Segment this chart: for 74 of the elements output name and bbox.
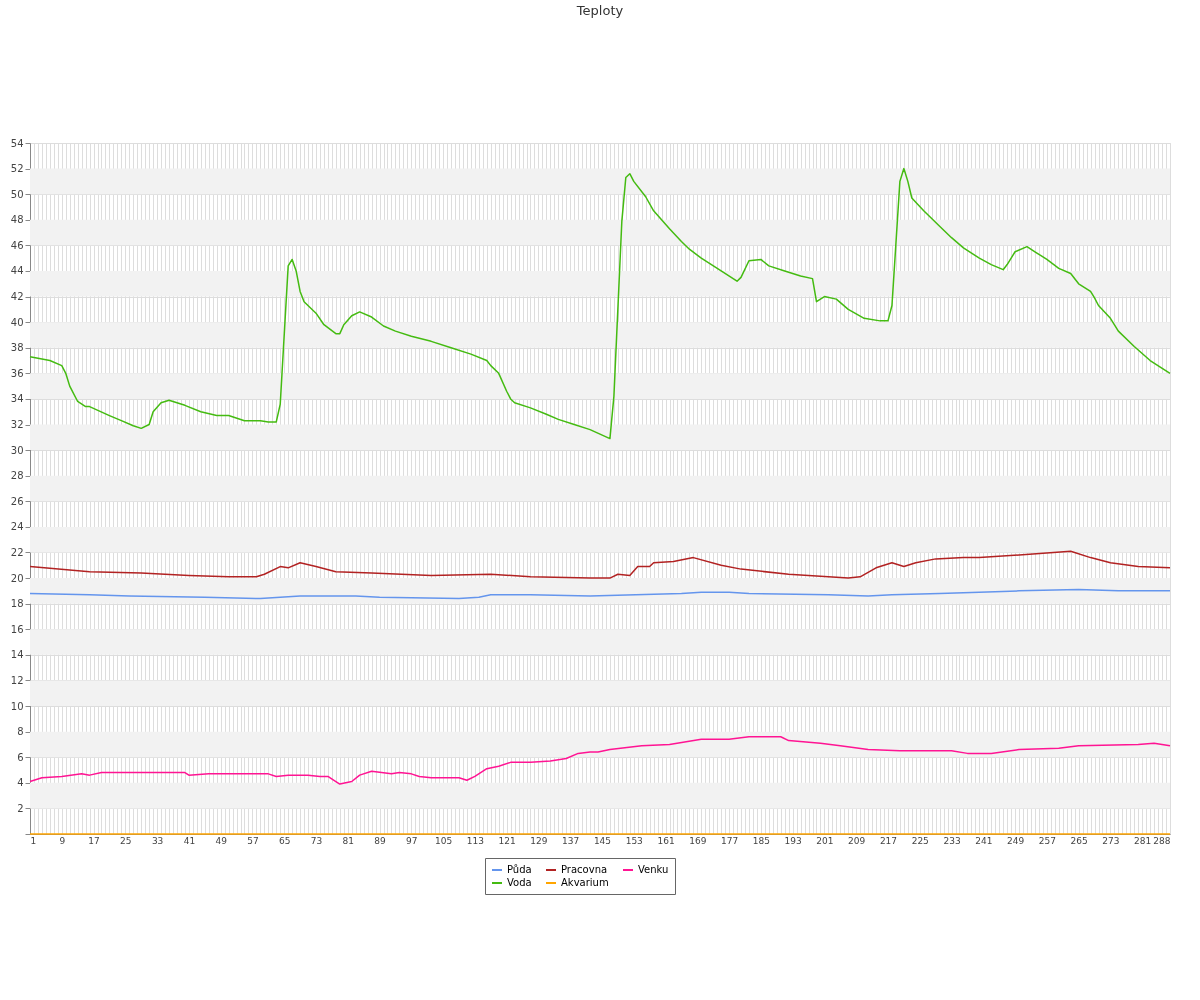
y-tick-label: 10 <box>10 700 24 712</box>
y-tick-label: 16 <box>10 623 24 635</box>
x-tick-label: 137 <box>562 835 580 846</box>
x-tick-label: 1 <box>30 835 37 846</box>
chart-title: Teploty <box>575 3 624 18</box>
y-tick-label: 32 <box>10 419 24 431</box>
y-tick-label: 8 <box>17 726 24 738</box>
x-tick-label: 129 <box>530 835 548 846</box>
x-tick-label: 73 <box>310 835 323 846</box>
x-tick-label: 145 <box>593 835 612 846</box>
x-tick-label: 193 <box>784 835 802 846</box>
y-tick-label: 14 <box>10 649 24 661</box>
y-tick-label: 22 <box>10 546 24 558</box>
y-tick-label: 12 <box>10 674 24 686</box>
x-tick-label: 225 <box>911 835 929 846</box>
x-tick-label: 89 <box>374 835 387 846</box>
x-tick-label: 33 <box>151 835 164 846</box>
x-tick-label: 273 <box>1102 835 1120 846</box>
legend-label: Půda <box>507 864 532 875</box>
x-tick-label: 288 <box>1153 835 1171 846</box>
legend-label: Voda <box>507 877 532 888</box>
y-tick-label: 18 <box>10 598 24 610</box>
legend-label: Venku <box>638 864 669 875</box>
y-tick-label: 54 <box>10 137 24 149</box>
x-tick-label: 153 <box>625 835 643 846</box>
x-tick-label: 121 <box>498 835 516 846</box>
x-tick-label: 49 <box>215 835 228 846</box>
line-series <box>29 736 1171 785</box>
x-tick-label: 81 <box>342 835 354 846</box>
x-tick-label: 17 <box>88 835 100 846</box>
x-tick-label: 105 <box>435 835 453 846</box>
y-tick-label: 30 <box>10 444 24 456</box>
y-tick-label: 34 <box>10 393 24 405</box>
x-tick-label: 57 <box>247 835 259 846</box>
y-tick-label: 46 <box>10 239 24 251</box>
y-tick-label: 40 <box>10 316 24 328</box>
x-tick-label: 113 <box>466 835 484 846</box>
x-tick-label: 281 <box>1134 835 1152 846</box>
x-tick-label: 241 <box>975 835 993 846</box>
x-tick-label: 257 <box>1038 835 1056 846</box>
y-tick-label: 50 <box>10 188 24 200</box>
y-tick-label: 42 <box>10 291 24 303</box>
x-tick-label: 161 <box>657 835 675 846</box>
x-tick-label: 9 <box>59 835 66 846</box>
y-tick-label: 4 <box>17 777 24 789</box>
x-tick-label: 65 <box>278 835 291 846</box>
y-tick-label: 28 <box>10 470 24 482</box>
x-tick-label: 217 <box>879 835 898 846</box>
y-tick-label: 52 <box>10 163 24 175</box>
x-tick-label: 25 <box>120 835 132 846</box>
line-series <box>29 167 1171 440</box>
y-tick-label: 36 <box>10 367 24 379</box>
x-tick-label: 233 <box>943 835 961 846</box>
legend-label: Pracovna <box>561 864 608 875</box>
x-tick-label: 177 <box>721 835 739 846</box>
x-tick-label: 249 <box>1006 835 1025 846</box>
x-tick-label: 97 <box>406 835 418 846</box>
x-tick-label: 41 <box>183 835 196 846</box>
y-tick-label: 2 <box>17 802 24 814</box>
line-series <box>29 588 1171 600</box>
x-tick-label: 265 <box>1070 835 1088 846</box>
y-tick-label: 38 <box>10 342 24 354</box>
line-series <box>29 550 1171 579</box>
y-tick-label: 20 <box>10 572 24 584</box>
y-tick-label: 24 <box>10 521 24 533</box>
y-tick-label: 48 <box>10 214 24 226</box>
x-tick-label: 201 <box>816 835 834 846</box>
y-tick-label: 6 <box>17 751 24 763</box>
y-tick-label: 26 <box>10 495 24 507</box>
x-tick-label: 185 <box>752 835 770 846</box>
x-tick-label: 209 <box>848 835 866 846</box>
x-tick-label: 169 <box>689 835 707 846</box>
y-tick-label: 44 <box>10 265 24 277</box>
legend-label: Akvarium <box>561 877 609 888</box>
